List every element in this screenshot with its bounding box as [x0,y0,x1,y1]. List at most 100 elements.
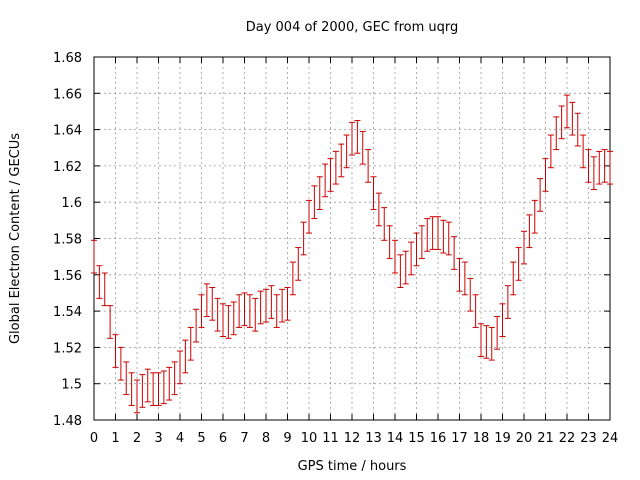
data-point [155,372,162,406]
data-point [354,120,361,154]
data-point [558,105,565,140]
data-point [236,294,243,328]
y-tick-label: 1.62 [53,160,82,175]
data-point [564,94,570,129]
data-point [397,254,404,289]
x-tick-label: 13 [365,431,382,446]
data-point [246,294,253,328]
data-point [537,178,544,212]
data-point [203,283,210,318]
data-point [91,239,97,274]
y-tick-label: 1.66 [53,87,82,102]
data-point [230,301,237,336]
x-tick-label: 11 [322,431,339,446]
data-point [467,277,474,312]
data-point [268,285,275,319]
data-point [569,101,576,136]
data-point [300,221,307,256]
data-point [338,143,345,178]
data-point [241,292,248,327]
data-point [526,214,533,249]
data-point [359,130,366,165]
data-point [96,265,103,299]
data-point [521,230,527,265]
data-point [160,370,167,405]
x-tick-label: 0 [90,431,98,446]
data-point [214,297,221,332]
data-point [472,294,479,328]
data-point [177,350,183,385]
data-point [585,149,592,183]
data-point [370,176,377,210]
y-axis-title: Global Electron Content / GECUs [8,133,23,344]
data-point [499,303,506,338]
data-point [413,232,420,267]
data-point [225,305,232,339]
data-point [263,288,269,323]
data-point [112,334,119,368]
x-tick-labels: 0 1 2 3 4 5 6 7 8 9 10 11 12 13 14 15 16 17 18 19 20 21 22 23 24 [90,431,618,446]
data-point [381,207,388,241]
x-tick-label: 18 [473,431,490,446]
data-point [182,339,189,374]
data-point [316,176,323,210]
data-point [445,221,452,256]
data-point [607,150,613,185]
x-axis-title: GPS time / hours [298,459,407,474]
data-point [435,216,441,250]
x-tick-label: 8 [262,431,270,446]
x-tick-label: 6 [219,431,227,446]
data-point [488,326,495,361]
data-point [461,261,468,296]
data-point [574,112,581,147]
x-tick-label: 3 [154,431,162,446]
data-point [327,158,334,192]
data-point [332,150,339,185]
data-point [424,218,431,252]
data-point [187,326,194,361]
y-tick-label: 1.68 [53,51,82,66]
data-point [101,272,108,307]
data-point [322,163,329,198]
data-point [418,225,425,259]
data-point [365,149,372,183]
y-tick-label: 1.5 [61,378,82,393]
data-point [289,261,296,296]
data-point [257,290,264,325]
x-tick-label: 24 [602,431,619,446]
data-point [284,287,291,321]
data-point [295,247,302,281]
x-tick-label: 4 [176,431,184,446]
data-point [279,288,286,323]
data-point [515,247,522,281]
x-tick-label: 2 [133,431,141,446]
data-point [386,225,393,259]
y-tick-label: 1.52 [53,341,82,356]
y-tick-label: 1.56 [53,269,82,284]
data-point [198,294,205,328]
data-point [311,185,318,220]
data-point [596,150,603,185]
data-point [123,361,130,396]
data-point [193,308,200,343]
data-point [478,323,484,357]
data-point [150,372,157,406]
data-point [531,199,538,234]
data-point [128,372,135,406]
data-point [547,134,554,169]
data-point [107,305,114,339]
x-tick-label: 17 [451,431,468,446]
x-tick-label: 22 [559,431,576,446]
y-tick-label: 1.64 [53,124,82,139]
data-point [590,156,597,190]
x-tick-label: 10 [301,431,318,446]
chart-title: Day 004 of 2000, GEC from uqrg [246,20,459,35]
data-point [504,285,511,319]
y-tick-label: 1.6 [61,196,82,211]
x-tick-label: 12 [344,431,361,446]
data-point [510,261,517,296]
data-point [542,158,549,192]
data-points [91,94,613,414]
data-point [580,134,587,169]
